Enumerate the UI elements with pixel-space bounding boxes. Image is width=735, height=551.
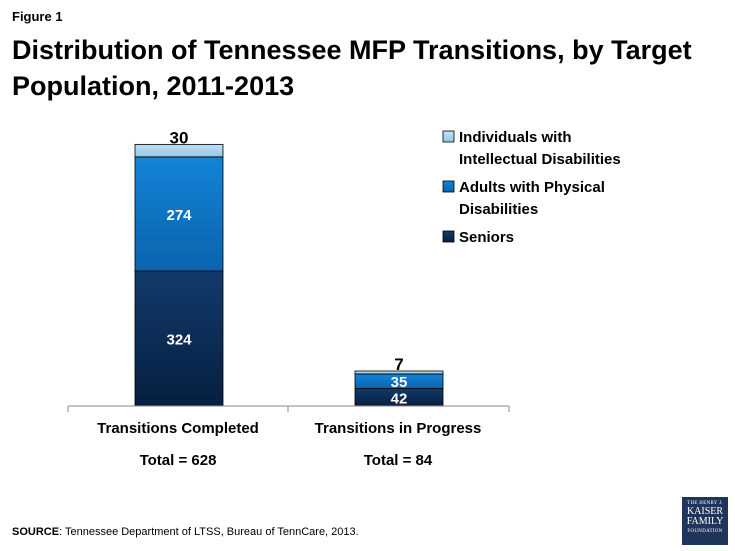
legend-swatch-seniors <box>442 230 455 243</box>
legend-label-line: Intellectual Disabilities <box>459 151 621 168</box>
stacked-bar-chart: Transitions Completed Total = 628 Transiti… <box>67 128 621 469</box>
logo-line-2: KAISER <box>686 506 724 517</box>
data-label-seniors-2: 42 <box>391 390 408 407</box>
legend-label-intellectual: Individuals with Intellectual Disabilitie… <box>459 129 621 168</box>
legend-label-line: Disabilities <box>459 201 538 218</box>
category-total-1: Total = 628 <box>140 452 217 469</box>
legend-label-line: Seniors <box>459 229 514 246</box>
chart-title: Distribution of Tennessee MFP Transition… <box>12 35 692 101</box>
logo-line-4: FOUNDATION <box>687 529 723 534</box>
bar-segment-intellectual-1 <box>134 143 224 158</box>
legend-label-line: Adults with Physical <box>459 179 605 196</box>
bar-segment-intellectual-2 <box>354 370 444 375</box>
kff-logo: THE HENRY J. KAISER FAMILY FOUNDATION <box>682 497 728 545</box>
logo-line-3: FAMILY <box>686 516 724 527</box>
x-tick-label-2: Transitions in Progress <box>315 420 482 437</box>
logo-line-1: THE HENRY J. <box>687 501 723 506</box>
legend-label-physical: Adults with Physical Disabilities <box>459 179 605 218</box>
x-tick-label-1: Transitions Completed <box>97 420 259 437</box>
data-label-seniors-1: 324 <box>166 332 192 349</box>
bar-segment-seniors-1 <box>134 270 224 407</box>
data-label-physical-1: 274 <box>166 207 192 224</box>
source-text: : Tennessee Department of LTSS, Bureau o… <box>59 526 359 538</box>
data-label-intellectual-1: 30 <box>170 128 189 147</box>
legend-swatch-intellectual <box>442 130 455 143</box>
figure-label: Figure 1 <box>12 9 63 24</box>
legend-swatch-physical <box>442 180 455 193</box>
category-total-2: Total = 84 <box>364 452 433 469</box>
data-label-physical-2: 35 <box>391 374 408 391</box>
bar-segment-physical-1 <box>134 156 224 272</box>
legend-label-seniors: Seniors <box>459 229 514 246</box>
data-label-intellectual-2: 7 <box>394 355 403 374</box>
source-note: SOURCE: Tennessee Department of LTSS, Bu… <box>12 526 359 538</box>
legend-label-line: Individuals with <box>459 129 572 146</box>
source-label: SOURCE <box>12 526 60 538</box>
